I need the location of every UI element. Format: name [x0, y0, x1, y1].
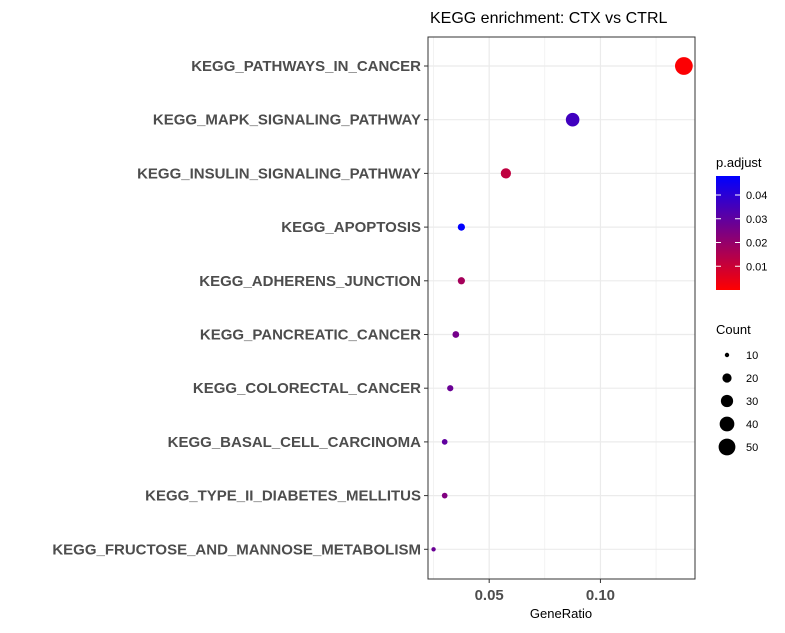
color-legend-label: 0.01: [746, 261, 767, 273]
category-label: KEGG_ADHERENS_JUNCTION: [199, 273, 421, 290]
category-label: KEGG_COLORECTAL_CANCER: [193, 380, 421, 397]
color-legend-label: 0.04: [746, 190, 767, 202]
data-point: [457, 223, 465, 231]
category-labels: KEGG_PATHWAYS_IN_CANCER KEGG_MAPK_SIGNALI…: [52, 58, 428, 558]
data-point: [457, 277, 465, 285]
size-legend-key: [722, 373, 732, 383]
data-points: [431, 57, 693, 552]
size-legend-key: [718, 438, 736, 456]
size-legend: Count 10 20 30 40 50: [716, 322, 758, 456]
data-point: [500, 168, 511, 179]
data-point: [447, 385, 454, 392]
data-point: [441, 492, 448, 499]
x-axis-ticks: 0.05 0.10: [475, 579, 615, 604]
data-point: [452, 331, 460, 338]
color-legend-label: 0.03: [746, 214, 767, 226]
size-legend-items: 10 20 30 40 50: [718, 350, 758, 456]
size-legend-key: [724, 352, 730, 358]
category-label: KEGG_INSULIN_SIGNALING_PATHWAY: [137, 165, 421, 182]
size-legend-title: Count: [716, 322, 751, 337]
category-label: KEGG_PANCREATIC_CANCER: [200, 327, 421, 344]
category-label: KEGG_FRUCTOSE_AND_MANNOSE_METABOLISM: [52, 541, 421, 558]
grid-lines: [428, 37, 695, 579]
size-legend-label: 40: [746, 419, 758, 431]
size-legend-label: 20: [746, 373, 758, 385]
data-point: [431, 547, 436, 552]
color-legend: p.adjust 0.01 0.02 0.03 0.04: [716, 155, 767, 290]
chart-title: KEGG enrichment: CTX vs CTRL: [430, 10, 667, 27]
color-legend-ticks: 0.01 0.02 0.03 0.04: [716, 190, 767, 273]
category-label: KEGG_APOPTOSIS: [281, 219, 421, 236]
plot-panel: [428, 37, 695, 579]
size-legend-label: 10: [746, 350, 758, 362]
data-point: [674, 57, 693, 75]
size-legend-label: 50: [746, 442, 758, 454]
x-axis-title: GeneRatio: [530, 606, 592, 621]
category-label: KEGG_BASAL_CELL_CARCINOMA: [168, 434, 422, 451]
category-label: KEGG_TYPE_II_DIABETES_MELLITUS: [145, 488, 421, 505]
data-point: [565, 112, 580, 127]
x-tick-label: 0.10: [586, 587, 615, 604]
color-legend-label: 0.02: [746, 238, 767, 250]
size-legend-key: [720, 394, 734, 408]
color-legend-title: p.adjust: [716, 155, 762, 170]
category-label: KEGG_PATHWAYS_IN_CANCER: [191, 58, 421, 75]
color-legend-bar: [716, 176, 740, 290]
category-label: KEGG_MAPK_SIGNALING_PATHWAY: [153, 112, 421, 129]
data-point: [441, 439, 448, 445]
plot-border: [427, 36, 696, 580]
x-tick-label: 0.05: [475, 587, 504, 604]
size-legend-key: [719, 416, 735, 432]
size-legend-label: 30: [746, 396, 758, 408]
